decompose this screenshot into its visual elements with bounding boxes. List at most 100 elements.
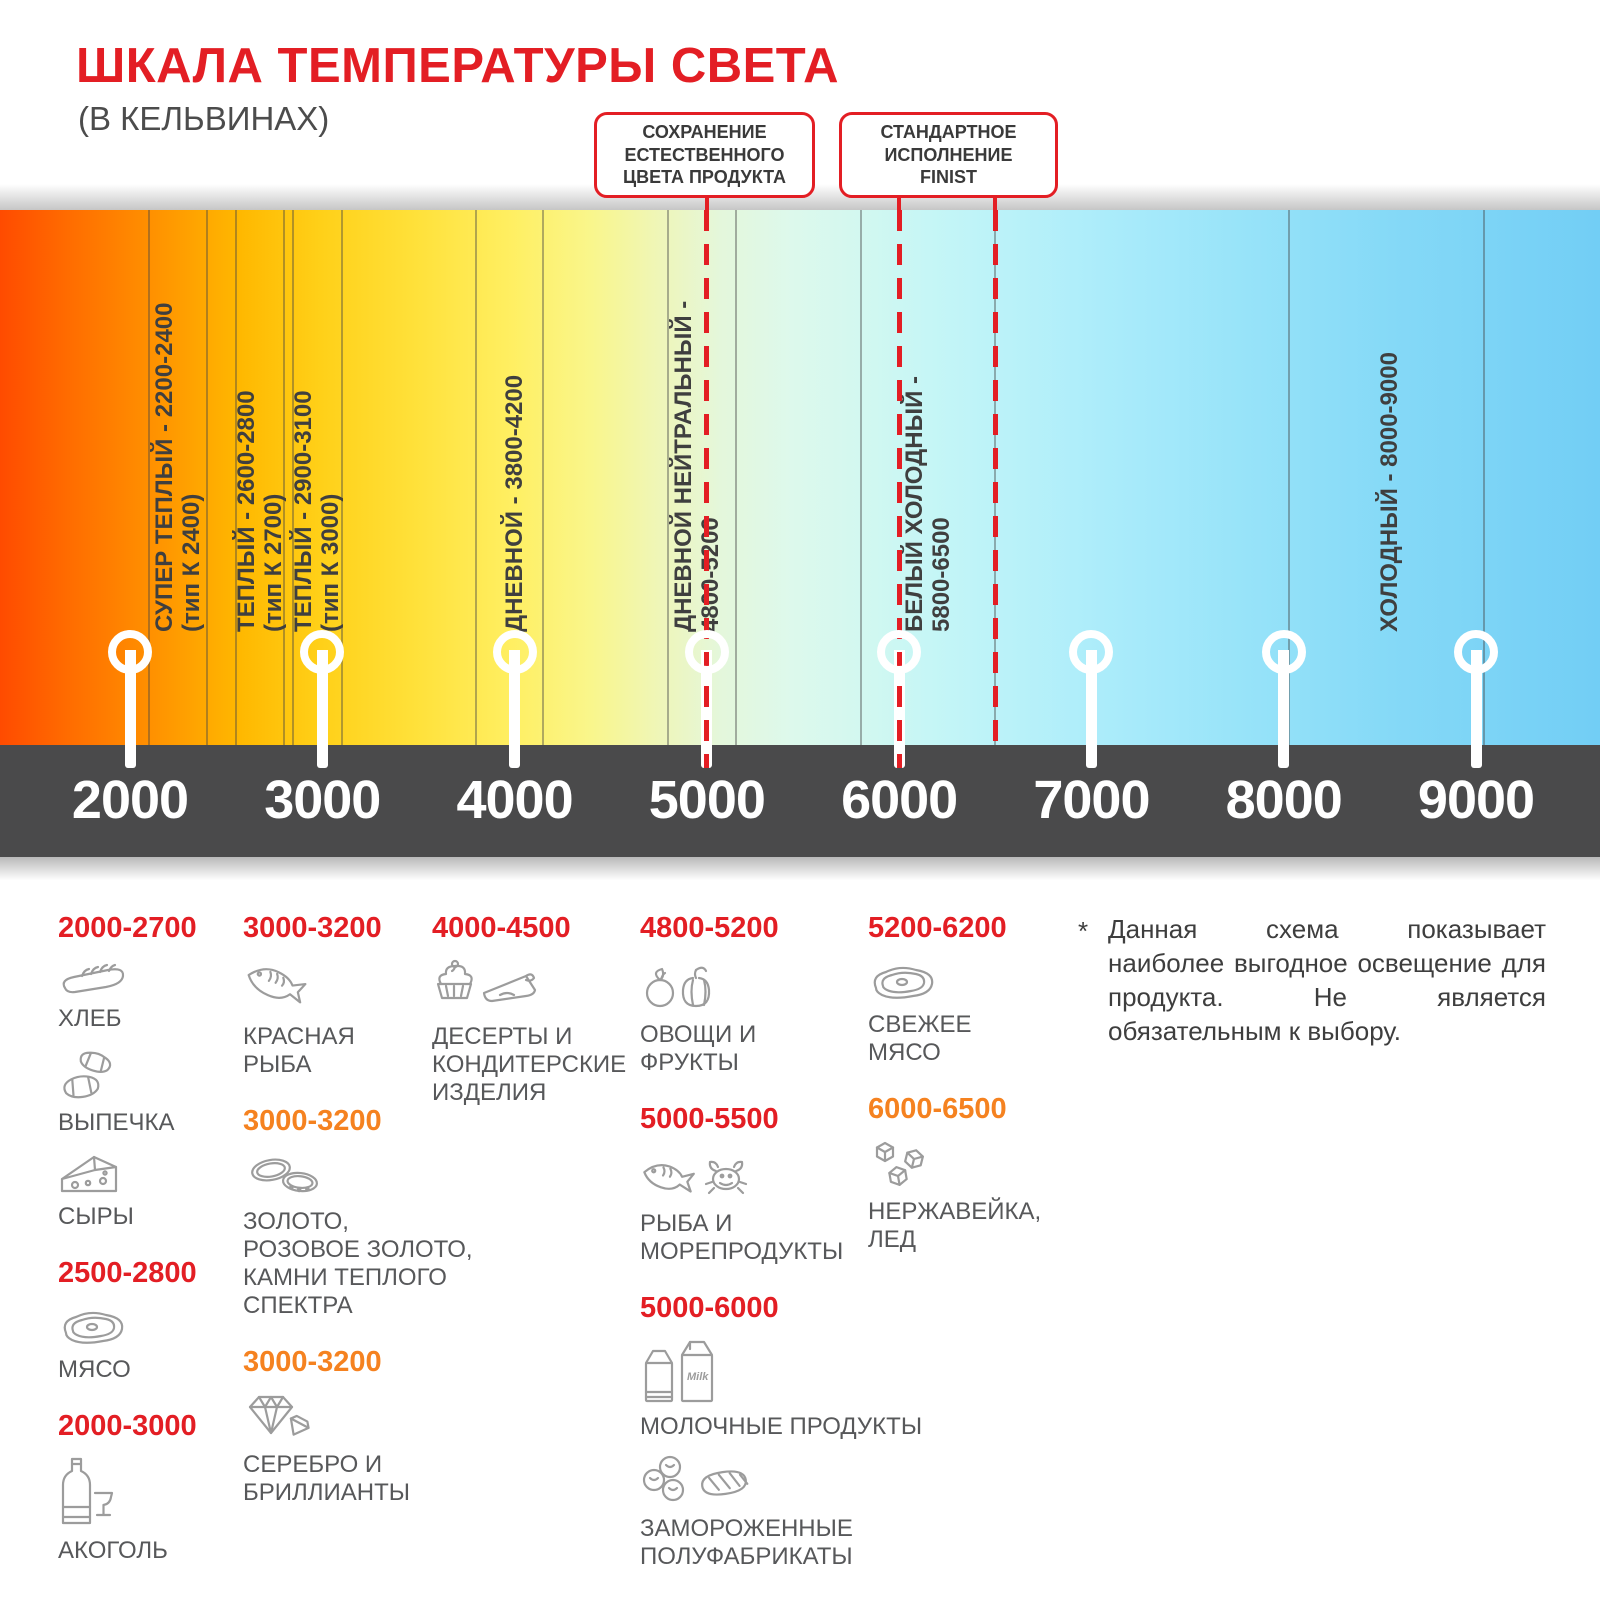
tick-marker-circle bbox=[1261, 630, 1306, 674]
legend-column: 3000-3200 КРАСНАЯ РЫБА 3000-3200 ЗОЛОТО, РО… bbox=[243, 900, 473, 1533]
kelvin-range: 2500-2800 bbox=[58, 1257, 197, 1289]
product-label: МЯСО bbox=[58, 1356, 131, 1383]
footnote-text: Данная схема показывает наиболее выгодно… bbox=[1108, 914, 1546, 1046]
diamond-icon bbox=[243, 1391, 473, 1448]
band-boundary-line bbox=[340, 210, 343, 745]
fish-icon bbox=[243, 957, 473, 1020]
band-label-line: ТЕПЛЫЙ - 2900-3100 bbox=[290, 390, 318, 632]
legend-product: Milk МОЛОЧНЫЕ ПРОДУКТЫ bbox=[640, 1337, 922, 1441]
tick-marker-stem bbox=[124, 650, 136, 768]
band-label-line: (тип К 2400) bbox=[178, 493, 206, 632]
legend-column: 2000-2700 ХЛЕБ ВЫПЕЧКА СЫРЫ 2500-2800 МЯСО 200… bbox=[58, 900, 197, 1591]
legend-column: 5200-6200 СВЕЖЕЕ МЯСО 6000-6500 НЕРЖАВЕЙКА,… bbox=[868, 900, 1041, 1280]
legend-group: 3000-3200 СЕРЕБРО И БРИЛЛИАНТЫ bbox=[243, 1346, 473, 1507]
band-boundary-line bbox=[282, 210, 285, 745]
legend-product: ВЫПЕЧКА bbox=[58, 1045, 197, 1137]
band-label-line: ТЕПЛЫЙ - 2600-2800 bbox=[232, 390, 260, 632]
callout-dashed-line bbox=[992, 210, 998, 745]
band-boundary-line bbox=[234, 210, 237, 745]
legend-product: ОВОЩИ И ФРУКТЫ bbox=[640, 957, 922, 1077]
callout-dashed-line bbox=[896, 210, 902, 768]
band-label: ТЕПЛЫЙ - 2900-3100 (тип К 3000) bbox=[290, 390, 344, 632]
kelvin-range: 5000-5500 bbox=[640, 1103, 779, 1135]
page-subtitle: (В КЕЛЬВИНАХ) bbox=[78, 100, 330, 137]
kelvin-axis-bar bbox=[0, 745, 1600, 857]
band-label: ТЕПЛЫЙ - 2600-2800 (тип К 2700) bbox=[233, 390, 287, 632]
kelvin-range: 6000-6500 bbox=[868, 1093, 1007, 1125]
tick-label: 7000 bbox=[1033, 770, 1150, 830]
legend-group: 3000-3200 КРАСНАЯ РЫБА bbox=[243, 912, 473, 1079]
legend-group: 5000-5500 РЫБА И МОРЕПРОДУКТЫ bbox=[640, 1103, 922, 1266]
kelvin-range: 3000-3200 bbox=[243, 912, 382, 944]
callout-stem bbox=[993, 197, 998, 212]
kelvin-range: 5200-6200 bbox=[868, 912, 1007, 944]
desserts-icon bbox=[432, 957, 626, 1020]
tick-marker-circle bbox=[1454, 630, 1498, 674]
legend-group: 3000-3200 ЗОЛОТО, РОЗОВОЕ ЗОЛОТО, КАМНИ Т… bbox=[243, 1105, 473, 1320]
tick-marker-stem bbox=[1470, 650, 1482, 768]
product-label: ОВОЩИ И ФРУКТЫ bbox=[640, 1021, 757, 1076]
band-boundary-line bbox=[667, 210, 670, 745]
product-label: ЗАМОРОЖЕННЫЕ ПОЛУФАБРИКАТЫ bbox=[640, 1515, 853, 1570]
legend-product: ДЕСЕРТЫ И КОНДИТЕРСКИЕ ИЗДЕЛИЯ bbox=[432, 957, 626, 1107]
band-boundary-line bbox=[1482, 210, 1485, 745]
callout-stem bbox=[897, 197, 902, 212]
band-boundary-line bbox=[475, 210, 478, 745]
tick-label: 6000 bbox=[841, 770, 958, 830]
milk-icon: Milk bbox=[640, 1337, 922, 1410]
legend-product: НЕРЖАВЕЙКА, ЛЕД bbox=[868, 1138, 1041, 1254]
band-label: БЕЛЫЙ ХОЛОДНЫЙ -5800-6500 bbox=[901, 376, 955, 632]
band-boundary-line bbox=[859, 210, 862, 745]
product-label: СЕРЕБРО И БРИЛЛИАНТЫ bbox=[243, 1451, 411, 1506]
product-label: РЫБА И МОРЕПРОДУКТЫ bbox=[640, 1210, 844, 1265]
band-label-line: СУПЕР ТЕПЛЫЙ - 2200-2400 bbox=[151, 302, 179, 632]
band-boundary-line bbox=[734, 210, 737, 745]
tick-label: 5000 bbox=[648, 770, 766, 830]
product-label: КРАСНАЯ РЫБА bbox=[243, 1023, 355, 1078]
svg-text:Milk: Milk bbox=[687, 1371, 709, 1383]
legend-group: 5200-6200 СВЕЖЕЕ МЯСО bbox=[868, 912, 1041, 1067]
callout-dashed-line bbox=[704, 210, 710, 768]
band-label: СУПЕР ТЕПЛЫЙ - 2200-2400 (тип К 2400) bbox=[151, 303, 205, 632]
gold-rings-icon bbox=[243, 1150, 473, 1205]
kelvin-range: 2000-3000 bbox=[58, 1410, 197, 1442]
legend-group: 2000-2700 ХЛЕБ ВЫПЕЧКА СЫРЫ bbox=[58, 912, 197, 1231]
product-label: АКОГОЛЬ bbox=[58, 1537, 168, 1564]
product-label: ЗОЛОТО, РОЗОВОЕ ЗОЛОТО, КАМНИ ТЕПЛОГО СП… bbox=[243, 1208, 473, 1319]
legend-product: КРАСНАЯ РЫБА bbox=[243, 957, 473, 1079]
product-label: СЫРЫ bbox=[58, 1203, 134, 1230]
band-boundary-line bbox=[1288, 210, 1291, 745]
footnote-asterisk: * bbox=[1078, 916, 1089, 946]
callout-box: СТАНДАРТНОЕ ИСПОЛНЕНИЕ FINIST bbox=[839, 112, 1058, 198]
legend-product: СЕРЕБРО И БРИЛЛИАНТЫ bbox=[243, 1391, 473, 1507]
kelvin-range: 4000-4500 bbox=[432, 912, 571, 944]
callout-stem bbox=[704, 197, 709, 212]
legend-group: 6000-6500 НЕРЖАВЕЙКА, ЛЕД bbox=[868, 1093, 1041, 1254]
band-label-line: БЕЛЫЙ ХОЛОДНЫЙ - bbox=[900, 376, 928, 632]
legend-product: МЯСО bbox=[58, 1302, 197, 1384]
kelvin-range: 4800-5200 bbox=[640, 912, 779, 944]
legend-product: СВЕЖЕЕ МЯСО bbox=[868, 957, 1041, 1067]
band-label-line: 5800-6500 bbox=[927, 517, 955, 632]
kelvin-range: 2000-2700 bbox=[58, 912, 197, 944]
product-label: СВЕЖЕЕ МЯСО bbox=[868, 1011, 972, 1066]
alcohol-icon bbox=[58, 1455, 197, 1534]
fresh-meat-icon bbox=[868, 957, 1041, 1008]
seafood-icon bbox=[640, 1148, 922, 1207]
footnote: * Данная схема показывает наиболее выгод… bbox=[1078, 912, 1546, 1048]
band-label-line: ХОЛОДНЫЙ - 8000-9000 bbox=[1375, 352, 1403, 632]
legend-product: СЫРЫ bbox=[58, 1149, 197, 1231]
band-label: ДНЕВНОЙ - 3800-4200 bbox=[501, 375, 528, 632]
tick-marker-circle bbox=[492, 630, 537, 674]
tick-marker-circle bbox=[684, 630, 729, 674]
meat-icon bbox=[58, 1302, 197, 1353]
ice-icon bbox=[868, 1138, 1041, 1195]
axis-bottom-shadow bbox=[0, 857, 1600, 883]
tick-label: 9000 bbox=[1417, 770, 1535, 830]
band-boundary-line bbox=[205, 210, 208, 745]
tick-marker-circle bbox=[877, 630, 922, 674]
vegetables-icon bbox=[640, 957, 922, 1018]
tick-marker-circle bbox=[1069, 630, 1114, 674]
band-label-line: ДНЕВНОЙ - 3800-4200 bbox=[501, 374, 529, 632]
